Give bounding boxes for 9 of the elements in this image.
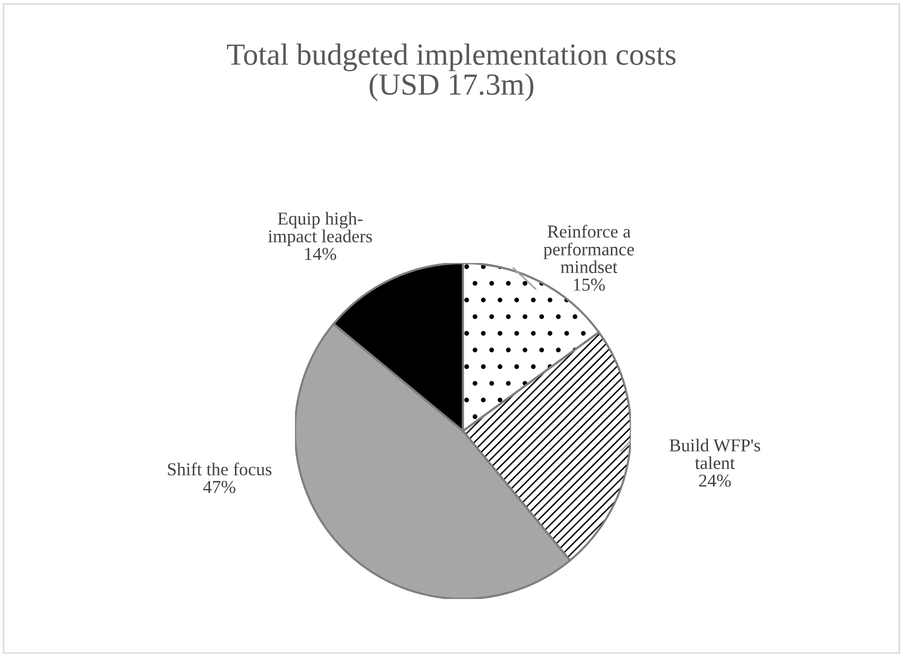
slice-label: Reinforce a performance mindset: [544, 224, 634, 274]
slice-label: Shift the focus: [168, 462, 272, 476]
data-label: 15%: [574, 278, 605, 291]
data-label: 24%: [699, 474, 731, 487]
slice-label: Build WFP's talent: [670, 438, 760, 470]
slice-label: Equip high- impact leaders: [268, 212, 372, 246]
chart-title: Total budgeted implementation costs (USD 17.3m): [226, 43, 676, 102]
data-label: 14%: [305, 248, 336, 260]
data-label: 47%: [203, 480, 236, 494]
